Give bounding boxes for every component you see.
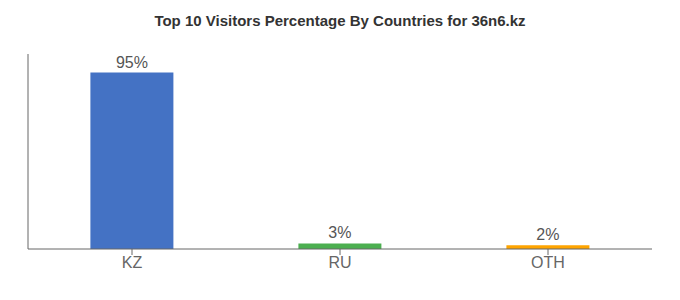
- html-text:Top 10 Visitors Percentage By: Top 10 Visitors Percentage By Countries …: [154, 12, 526, 29]
- svg-text:3%: 3%: [328, 224, 351, 241]
- svg-text:2%: 2%: [536, 226, 559, 243]
- svg-text:OTH: OTH: [531, 254, 565, 271]
- svg-text:KZ: KZ: [122, 254, 143, 271]
- svg-text:RU: RU: [328, 254, 351, 271]
- svg-text:95%: 95%: [116, 54, 148, 71]
